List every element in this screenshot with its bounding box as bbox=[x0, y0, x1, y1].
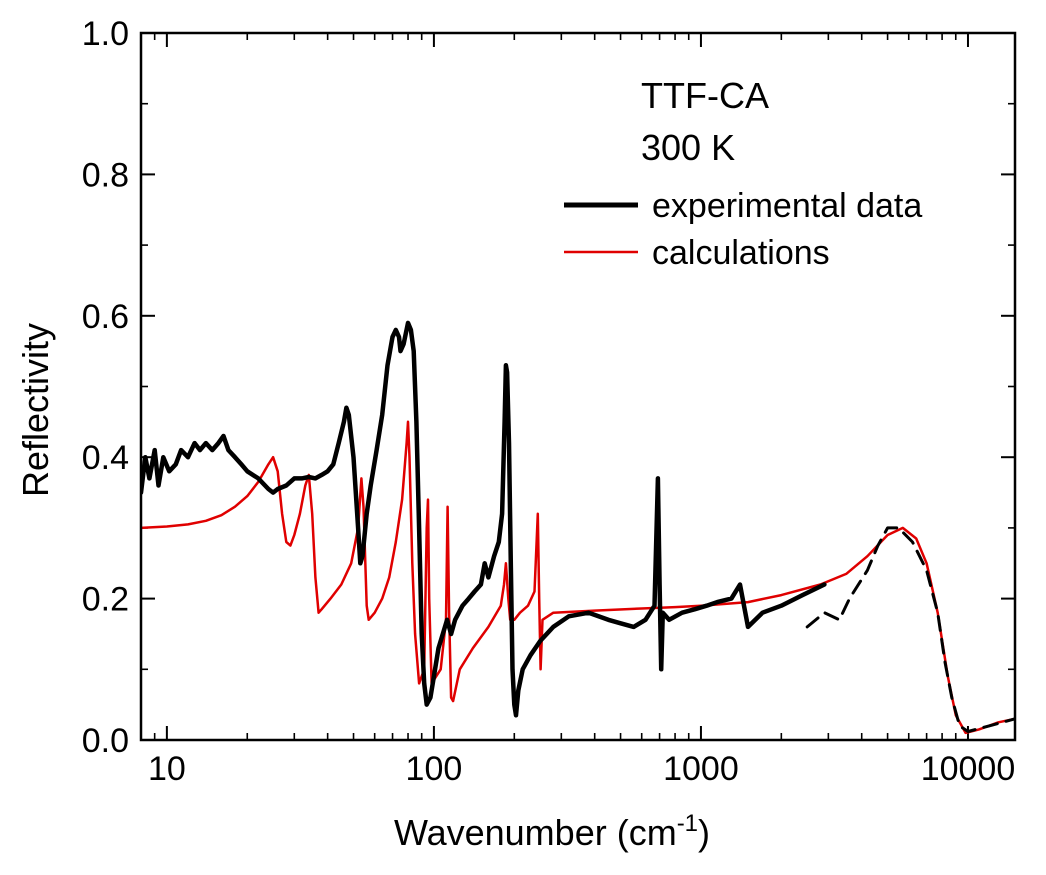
x-axis-title-main: Wavenumber (cm bbox=[394, 812, 677, 853]
x-axis-title-superscript: -1 bbox=[677, 810, 698, 837]
y-tick-label: 0.0 bbox=[82, 722, 129, 760]
series-line-experimental bbox=[141, 320, 827, 718]
series-line-calculations bbox=[141, 420, 1015, 735]
legend-label-experimental: experimental data bbox=[652, 187, 922, 225]
y-axis-title: Reflectivity bbox=[15, 323, 56, 497]
x-tick-label: 10 bbox=[148, 750, 186, 788]
x-axis-title-close: ) bbox=[698, 812, 710, 853]
annotation-sample: TTF-CA bbox=[641, 75, 769, 116]
y-tick-label: 0.4 bbox=[82, 439, 129, 477]
plot-frame bbox=[139, 31, 1017, 742]
y-tick-label: 0.6 bbox=[82, 298, 129, 336]
y-tick-label: 0.2 bbox=[82, 581, 129, 619]
annotation-temperature: 300 K bbox=[641, 127, 735, 168]
legend: experimental data calculations bbox=[564, 187, 922, 272]
y-tick-label: 1.0 bbox=[82, 15, 129, 53]
series-line-experimental-extrapolated bbox=[805, 526, 1015, 733]
x-tick-label: 1000 bbox=[663, 750, 739, 788]
x-axis-title: Wavenumber (cm-1) bbox=[394, 810, 710, 853]
y-tick-label: 0.8 bbox=[82, 156, 129, 194]
series-layer bbox=[141, 320, 1015, 735]
x-tick-label: 10000 bbox=[921, 750, 1016, 788]
legend-label-calculations: calculations bbox=[652, 234, 830, 272]
tick-labels: 10 100 1000 10000 0.0 0.2 0.4 0.6 0.8 1.0 bbox=[82, 15, 1016, 788]
x-tick-label: 100 bbox=[406, 750, 463, 788]
